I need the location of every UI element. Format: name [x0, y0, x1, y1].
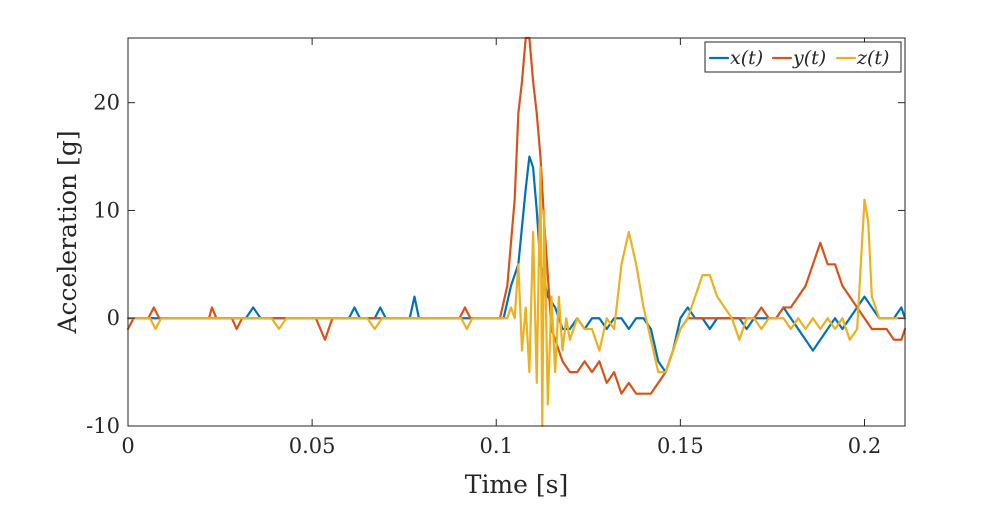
y-tick-label: -10 [86, 414, 120, 438]
x-tick-label: 0.05 [289, 434, 336, 458]
series-line-x [126, 155, 907, 374]
y-tick-label: 20 [93, 91, 120, 115]
legend-box [704, 41, 902, 73]
axes-box [127, 37, 906, 427]
x-tick-label: 0.1 [480, 434, 513, 458]
x-tick-label: 0.2 [848, 434, 881, 458]
legend-label-x: x(t) [730, 47, 763, 69]
x-tick-label: 0.15 [657, 434, 704, 458]
series-line-y [126, 36, 907, 395]
y-tick-label: 0 [107, 306, 120, 330]
x-axis-label: Time [s] [465, 470, 568, 499]
axes-layer [127, 37, 906, 427]
legend-label-y: y(t) [792, 47, 826, 69]
plot-area [128, 38, 905, 426]
series-layer [126, 36, 907, 428]
y-tick-label: 10 [93, 198, 120, 222]
series-line-z [126, 166, 907, 428]
y-axis-label: Acceleration [g] [53, 130, 82, 334]
legend-label-z: z(t) [856, 47, 889, 69]
x-tick-label: 0 [121, 434, 134, 458]
legend: x(t) y(t) z(t) [704, 41, 902, 73]
